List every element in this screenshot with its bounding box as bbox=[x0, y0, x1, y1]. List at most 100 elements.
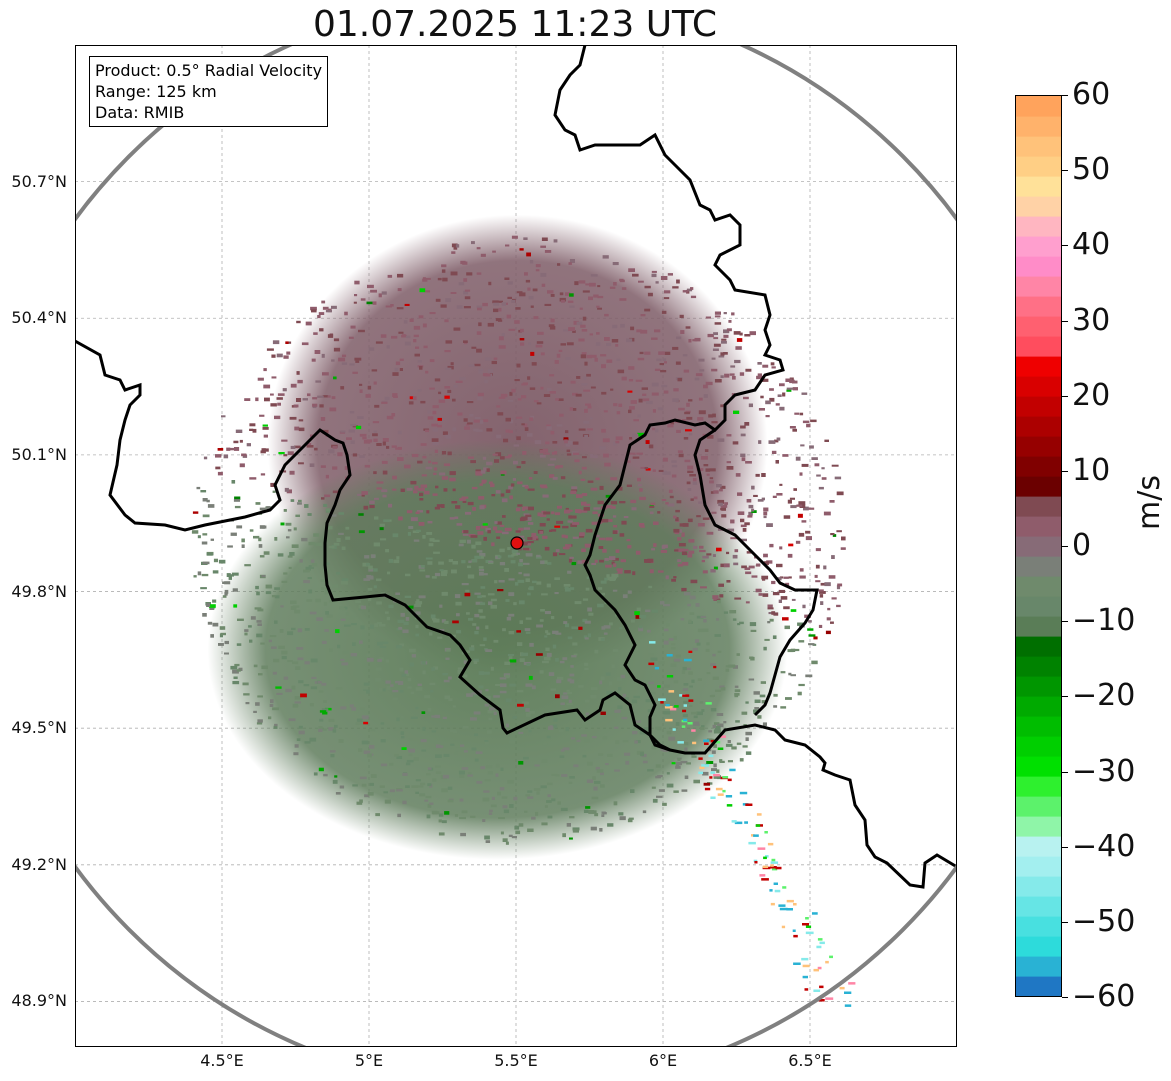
velocity-pixel bbox=[478, 685, 484, 689]
velocity-pixel bbox=[270, 699, 274, 703]
velocity-pixel bbox=[542, 494, 549, 498]
velocity-pixel bbox=[429, 802, 434, 805]
velocity-pixel bbox=[605, 537, 613, 541]
velocity-pixel bbox=[309, 463, 315, 467]
velocity-pixel bbox=[212, 599, 217, 603]
colorbar-swatch bbox=[1016, 356, 1061, 377]
velocity-pixel bbox=[281, 650, 288, 655]
velocity-pixel bbox=[637, 477, 641, 482]
velocity-pixel bbox=[814, 574, 818, 578]
velocity-pixel bbox=[598, 537, 606, 541]
velocity-pixel bbox=[373, 471, 377, 475]
velocity-pixel bbox=[713, 763, 717, 768]
velocity-pixel bbox=[385, 680, 391, 684]
velocity-pixel bbox=[555, 398, 559, 401]
velocity-pixel bbox=[336, 538, 341, 542]
velocity-pixel bbox=[437, 277, 442, 281]
velocity-pixel bbox=[206, 499, 210, 503]
velocity-pixel bbox=[482, 523, 488, 526]
velocity-pixel bbox=[638, 627, 644, 632]
velocity-pixel bbox=[497, 300, 503, 303]
velocity-pixel bbox=[362, 562, 370, 567]
velocity-pixel bbox=[308, 565, 312, 568]
velocity-pixel bbox=[582, 598, 589, 601]
velocity-pixel bbox=[260, 642, 265, 645]
velocity-pixel bbox=[439, 604, 443, 608]
velocity-pixel bbox=[583, 738, 590, 743]
velocity-pixel bbox=[598, 546, 604, 549]
velocity-pixel bbox=[433, 551, 440, 554]
colorbar-tick-label: −50 bbox=[1072, 903, 1136, 939]
colorbar-unit-label: m/s bbox=[1132, 475, 1167, 530]
velocity-pixel bbox=[711, 357, 716, 360]
velocity-pixel bbox=[396, 645, 402, 649]
velocity-pixel bbox=[748, 504, 754, 509]
velocity-pixel bbox=[254, 607, 262, 610]
velocity-pixel bbox=[405, 335, 411, 339]
velocity-pixel bbox=[702, 771, 709, 776]
velocity-pixel bbox=[375, 341, 383, 344]
velocity-pixel bbox=[525, 631, 531, 634]
velocity-pixel bbox=[344, 606, 348, 610]
velocity-pixel bbox=[718, 355, 725, 358]
velocity-pixel bbox=[426, 532, 433, 535]
radar-site-marker bbox=[510, 536, 524, 550]
velocity-pixel bbox=[505, 674, 510, 679]
velocity-pixel bbox=[249, 477, 257, 480]
velocity-pixel bbox=[789, 497, 795, 500]
velocity-pixel bbox=[686, 762, 691, 765]
velocity-pixel bbox=[551, 511, 555, 515]
velocity-pixel bbox=[382, 441, 386, 446]
velocity-pixel bbox=[297, 379, 303, 384]
velocity-pixel bbox=[582, 290, 590, 293]
velocity-pixel bbox=[546, 735, 551, 739]
velocity-pixel bbox=[792, 380, 798, 384]
velocity-pixel bbox=[311, 309, 317, 313]
velocity-pixel bbox=[516, 465, 521, 469]
velocity-pixel bbox=[359, 383, 363, 386]
velocity-pixel bbox=[802, 420, 810, 424]
velocity-pixel bbox=[689, 685, 693, 688]
velocity-pixel bbox=[579, 534, 584, 538]
velocity-pixel bbox=[611, 561, 615, 565]
clutter-pixel bbox=[825, 997, 834, 1000]
velocity-pixel bbox=[719, 685, 725, 689]
velocity-pixel bbox=[726, 328, 732, 332]
velocity-pixel bbox=[688, 433, 693, 436]
velocity-pixel bbox=[657, 407, 664, 411]
velocity-pixel bbox=[417, 359, 422, 363]
velocity-pixel bbox=[471, 692, 479, 695]
velocity-pixel bbox=[689, 704, 693, 707]
velocity-pixel bbox=[820, 601, 824, 605]
velocity-pixel bbox=[571, 489, 578, 492]
velocity-pixel bbox=[375, 667, 382, 671]
velocity-pixel bbox=[751, 485, 755, 490]
velocity-pixel bbox=[371, 369, 378, 372]
velocity-pixel bbox=[542, 535, 548, 539]
velocity-pixel bbox=[810, 419, 817, 423]
velocity-pixel bbox=[426, 510, 430, 514]
velocity-pixel bbox=[263, 551, 270, 555]
velocity-pixel bbox=[572, 642, 578, 646]
velocity-pixel bbox=[438, 561, 444, 565]
velocity-pixel bbox=[548, 672, 555, 676]
velocity-pixel bbox=[325, 310, 332, 313]
velocity-pixel bbox=[400, 488, 405, 492]
velocity-pixel bbox=[761, 575, 769, 580]
velocity-pixel bbox=[648, 653, 654, 656]
velocity-pixel bbox=[518, 527, 524, 531]
velocity-pixel bbox=[809, 445, 814, 449]
velocity-pixel bbox=[213, 558, 218, 563]
clutter-pixel bbox=[726, 804, 733, 807]
velocity-pixel bbox=[425, 429, 429, 433]
velocity-pixel bbox=[456, 613, 460, 617]
velocity-pixel bbox=[318, 690, 324, 693]
radar-map[interactable] bbox=[75, 45, 957, 1047]
velocity-pixel bbox=[708, 414, 714, 418]
velocity-pixel bbox=[477, 392, 484, 397]
velocity-pixel bbox=[681, 587, 687, 592]
velocity-pixel bbox=[380, 722, 385, 725]
velocity-pixel bbox=[659, 363, 664, 366]
velocity-pixel bbox=[748, 511, 753, 516]
velocity-pixel bbox=[603, 410, 608, 413]
